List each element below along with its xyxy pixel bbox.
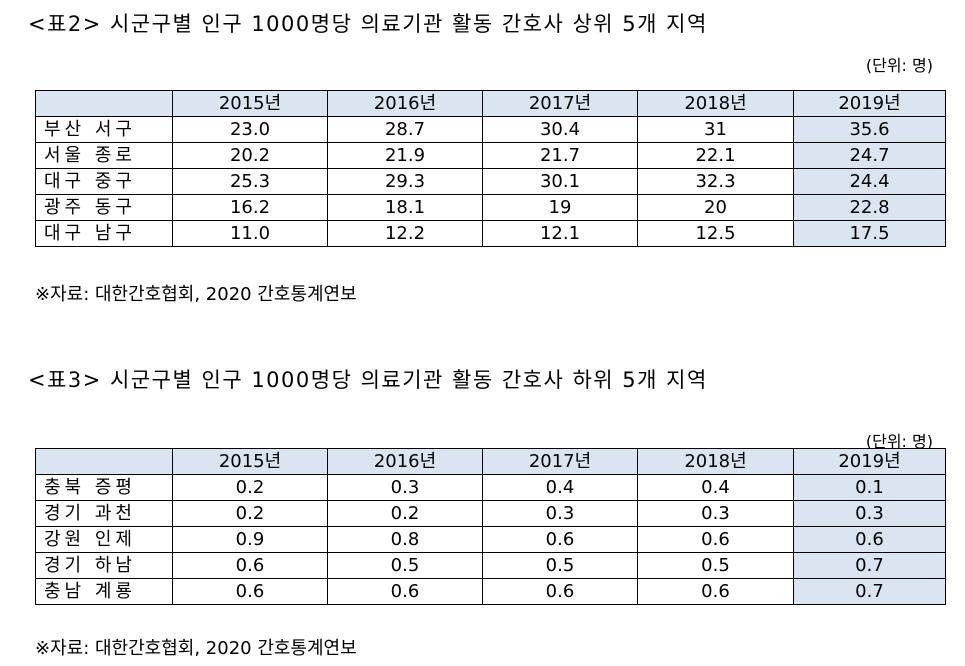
cell: 0.6 (482, 526, 638, 553)
cell: 11.0 (172, 220, 328, 247)
cell: 30.4 (482, 116, 638, 143)
cell: 21.9 (327, 142, 483, 169)
row-label: 서울 종로 (35, 142, 173, 169)
cell: 0.8 (327, 526, 483, 553)
unit-label: (단위: 명) (865, 432, 933, 451)
header-cell (35, 448, 173, 475)
cell: 19 (482, 194, 638, 221)
cell: 0.6 (637, 526, 794, 553)
cell: 30.1 (482, 168, 638, 195)
cell: 0.9 (172, 526, 328, 553)
cell: 0.1 (793, 474, 946, 501)
row-label: 대구 중구 (35, 168, 173, 195)
table-row: 강원 인제 0.9 0.8 0.6 0.6 0.6 (35, 526, 946, 553)
cell: 0.6 (482, 578, 638, 605)
cell: 0.2 (172, 474, 328, 501)
cell: 0.2 (172, 500, 328, 527)
row-label: 광주 동구 (35, 194, 173, 221)
header-cell: 2015년 (172, 448, 328, 475)
cell: 0.3 (637, 500, 794, 527)
cell: 0.6 (172, 552, 328, 579)
header-cell: 2018년 (637, 90, 794, 117)
header-cell: 2016년 (327, 90, 483, 117)
cell: 0.4 (637, 474, 794, 501)
source-note: ※자료: 대한간호협회, 2020 간호통계연보 (35, 638, 357, 659)
header-cell: 2016년 (327, 448, 483, 475)
cell: 12.2 (327, 220, 483, 247)
header-row: 2015년 2016년 2017년 2018년 2019년 (35, 90, 946, 117)
cell: 0.6 (637, 578, 794, 605)
cell: 0.6 (327, 578, 483, 605)
cell: 0.5 (482, 552, 638, 579)
cell: 32.3 (637, 168, 794, 195)
cell: 29.3 (327, 168, 483, 195)
table-row: 경기 과천 0.2 0.2 0.3 0.3 0.3 (35, 500, 946, 527)
cell: 18.1 (327, 194, 483, 221)
table-row: 충북 증평 0.2 0.3 0.4 0.4 0.1 (35, 474, 946, 501)
cell: 24.7 (793, 142, 946, 169)
header-row: 2015년 2016년 2017년 2018년 2019년 (35, 448, 946, 475)
header-cell: 2019년 (793, 448, 946, 475)
cell: 0.4 (482, 474, 638, 501)
data-table: 2015년 2016년 2017년 2018년 2019년 충북 증평 0.2 0.3 0.4 0… (35, 448, 946, 605)
cell: 20 (637, 194, 794, 221)
cell: 0.7 (793, 552, 946, 579)
source-note: ※자료: 대한간호협회, 2020 간호통계연보 (35, 284, 357, 305)
table-row: 대구 중구 25.3 29.3 30.1 32.3 24.4 (35, 168, 946, 195)
table-row: 광주 동구 16.2 18.1 19 20 22.8 (35, 194, 946, 221)
table-title: <표2> 시군구별 인구 1000명당 의료기관 활동 간호사 상위 5개 지역 (28, 12, 708, 36)
row-label: 강원 인제 (35, 526, 173, 553)
cell: 22.1 (637, 142, 794, 169)
cell: 0.6 (793, 526, 946, 553)
cell: 17.5 (793, 220, 946, 247)
cell: 0.2 (327, 500, 483, 527)
cell: 0.3 (793, 500, 946, 527)
row-label: 충남 계룡 (35, 578, 173, 605)
cell: 16.2 (172, 194, 328, 221)
cell: 28.7 (327, 116, 483, 143)
table-row: 경기 하남 0.6 0.5 0.5 0.5 0.7 (35, 552, 946, 579)
cell: 12.5 (637, 220, 794, 247)
cell: 21.7 (482, 142, 638, 169)
unit-label: (단위: 명) (865, 56, 933, 75)
cell: 0.5 (327, 552, 483, 579)
cell: 0.3 (327, 474, 483, 501)
cell: 25.3 (172, 168, 328, 195)
header-cell: 2015년 (172, 90, 328, 117)
cell: 0.5 (637, 552, 794, 579)
cell: 0.7 (793, 578, 946, 605)
row-label: 충북 증평 (35, 474, 173, 501)
table-row: 충남 계룡 0.6 0.6 0.6 0.6 0.7 (35, 578, 946, 605)
table-row: 대구 남구 11.0 12.2 12.1 12.5 17.5 (35, 220, 946, 247)
table-row: 서울 종로 20.2 21.9 21.7 22.1 24.7 (35, 142, 946, 169)
cell: 31 (637, 116, 794, 143)
cell: 0.6 (172, 578, 328, 605)
row-label: 대구 남구 (35, 220, 173, 247)
data-table: 2015년 2016년 2017년 2018년 2019년 부산 서구 23.0 28.7 30… (35, 90, 946, 247)
header-cell (35, 90, 173, 117)
cell: 35.6 (793, 116, 946, 143)
row-label: 경기 과천 (35, 500, 173, 527)
table-title: <표3> 시군구별 인구 1000명당 의료기관 활동 간호사 하위 5개 지역 (28, 368, 708, 392)
cell: 22.8 (793, 194, 946, 221)
table-row: 부산 서구 23.0 28.7 30.4 31 35.6 (35, 116, 946, 143)
cell: 12.1 (482, 220, 638, 247)
header-cell: 2017년 (482, 90, 638, 117)
row-label: 경기 하남 (35, 552, 173, 579)
cell: 23.0 (172, 116, 328, 143)
cell: 20.2 (172, 142, 328, 169)
cell: 0.3 (482, 500, 638, 527)
header-cell: 2017년 (482, 448, 638, 475)
header-cell: 2019년 (793, 90, 946, 117)
row-label: 부산 서구 (35, 116, 173, 143)
cell: 24.4 (793, 168, 946, 195)
header-cell: 2018년 (637, 448, 794, 475)
